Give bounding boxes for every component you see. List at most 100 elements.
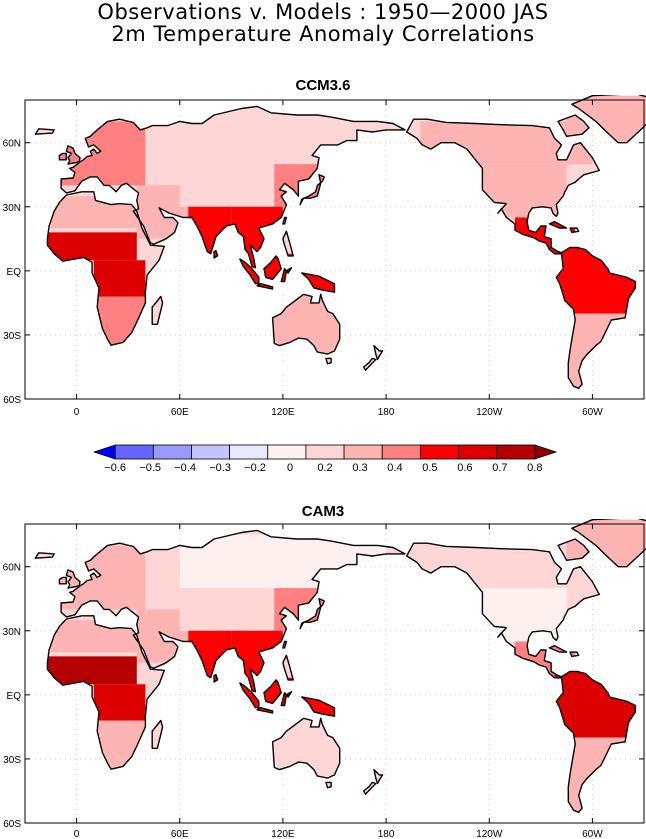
coastline-borneo (263, 255, 282, 281)
coastline-sulawesi (280, 691, 293, 707)
colorbar-swatch (458, 444, 498, 460)
coastline-hispaniola (569, 651, 580, 658)
panel-title-bottom: CAM3 (301, 503, 345, 520)
lon-tick-label: 180 (378, 407, 395, 418)
colorbar-swatch (229, 444, 269, 460)
field-cell-centralasia (179, 164, 283, 207)
coastline-cuba (548, 645, 568, 653)
map-panel-bottom: 60N 30N EQ 30S 60S 0 60E 120E 180 120W 60W (3, 519, 646, 839)
coastline-java (256, 707, 274, 714)
map-panel-top: 60N 30N EQ 30S 60S 0 60E 120E 180 120W 60W (3, 95, 646, 418)
colorbar-swatch (267, 444, 307, 460)
colorbar-arrow-high (534, 444, 558, 460)
colorbar-label: 0.5 (422, 462, 437, 474)
coastline-baffin (557, 114, 590, 137)
coastline-japan (299, 598, 325, 630)
colorbar-swatch (343, 444, 383, 460)
lat-tick-label: 30S (3, 331, 21, 342)
coastline-nz_north (373, 768, 384, 785)
colorbar-swatch (114, 444, 154, 460)
colorbar-label: 0.8 (527, 462, 542, 474)
coastline-australia (271, 717, 341, 779)
colorbar-swatch (152, 444, 192, 460)
colorbar-swatch (496, 444, 536, 460)
figure-title-line2: 2m Temperature Anomaly Correlations (111, 22, 535, 46)
coastline-britain (65, 569, 81, 589)
coastline-ireland (58, 152, 67, 161)
colorbar-label: 0.2 (317, 462, 332, 474)
coastline-eurasia (60, 105, 406, 269)
field-cell-centralasia (179, 588, 283, 631)
coastline-madagascar (151, 295, 164, 325)
coastline-africa (46, 191, 165, 346)
coastline-greenland (571, 519, 646, 568)
coastline-australia (271, 293, 341, 355)
coastline-greenland (571, 95, 646, 144)
lon-tick-label: 0 (74, 407, 80, 418)
coastline-iceland (34, 128, 55, 135)
coastline-taiwan (282, 640, 288, 649)
lat-tick-label: 60S (3, 395, 21, 406)
coastline-sumatra (239, 682, 260, 709)
colorbar-label: 0.3 (352, 462, 367, 474)
field-cell-westafrica (47, 656, 137, 685)
coastline-srilanka (213, 249, 219, 259)
lat-tick-label: 60N (3, 563, 21, 574)
coastline-java (256, 283, 274, 290)
panel-title-top: CCM3.6 (295, 77, 351, 94)
field-cell-centralafrica (93, 260, 146, 297)
field-cell-australia (269, 716, 344, 781)
colorbar-arrow-low (92, 444, 116, 460)
coastline-eurasia (60, 529, 406, 693)
lon-tick-label: 120W (476, 407, 503, 418)
lon-tick-label: 60W (582, 829, 603, 839)
lat-tick-label: EQ (7, 267, 22, 278)
colorbar-label: 0 (287, 462, 293, 474)
coastline-southamerica (555, 246, 637, 389)
coastline-borneo (263, 679, 282, 705)
coastline-philippines (282, 230, 294, 257)
colorbar: −0.6 −0.5 −0.4 −0.3 −0.2 0 0.2 0.3 0.4 0.5 0.6 0.7 0… (92, 444, 558, 474)
lat-tick-label: 30N (3, 627, 21, 638)
colorbar-swatch (305, 444, 345, 460)
field-cell-australia (269, 292, 344, 357)
colorbar-swatch (419, 444, 459, 460)
colorbar-label: 0.4 (387, 462, 402, 474)
colorbar-label: −0.2 (244, 462, 266, 474)
coastline-madagascar (151, 719, 164, 749)
lat-tick-label: 30S (3, 755, 21, 766)
coastline-philippines (282, 654, 294, 681)
field-cell-centralafrica (93, 684, 146, 721)
coastline-tasmania (325, 781, 332, 789)
coastline-nz_south (363, 357, 377, 371)
colorbar-swatch (381, 444, 421, 460)
lat-tick-label: 60S (3, 819, 21, 830)
coastline-japan (299, 174, 325, 206)
colorbar-label: −0.4 (174, 462, 196, 474)
coastline-cuba (548, 221, 568, 229)
plot-frame (24, 523, 645, 824)
coastline-hispaniola (569, 227, 580, 234)
lon-tick-label: 60E (171, 407, 189, 418)
colorbar-label: 0.6 (457, 462, 472, 474)
coastline-northamerica (406, 542, 600, 679)
lon-tick-label: 0 (74, 829, 80, 839)
lat-tick-label: EQ (7, 691, 22, 702)
colorbar-label: −0.3 (209, 462, 231, 474)
lon-tick-label: 120W (476, 829, 503, 839)
coastline-northamerica (406, 118, 600, 255)
colorbar-label: 0.7 (492, 462, 507, 474)
coastline-nz_south (363, 781, 377, 795)
colorbar-swatch (191, 444, 231, 460)
coastline-sulawesi (280, 267, 293, 283)
coastline-ireland (58, 576, 67, 585)
lon-tick-label: 120E (271, 829, 295, 839)
field-cell-westafrica (47, 232, 137, 261)
figure-title-line1: Observations v. Models : 1950—2000 JAS (97, 0, 549, 24)
lon-tick-label: 120E (271, 407, 295, 418)
coastline-southamerica (555, 670, 637, 813)
lon-tick-label: 60W (582, 407, 603, 418)
coastline-taiwan (282, 216, 288, 225)
coastline-nz_north (373, 344, 384, 361)
lon-tick-label: 180 (378, 829, 395, 839)
